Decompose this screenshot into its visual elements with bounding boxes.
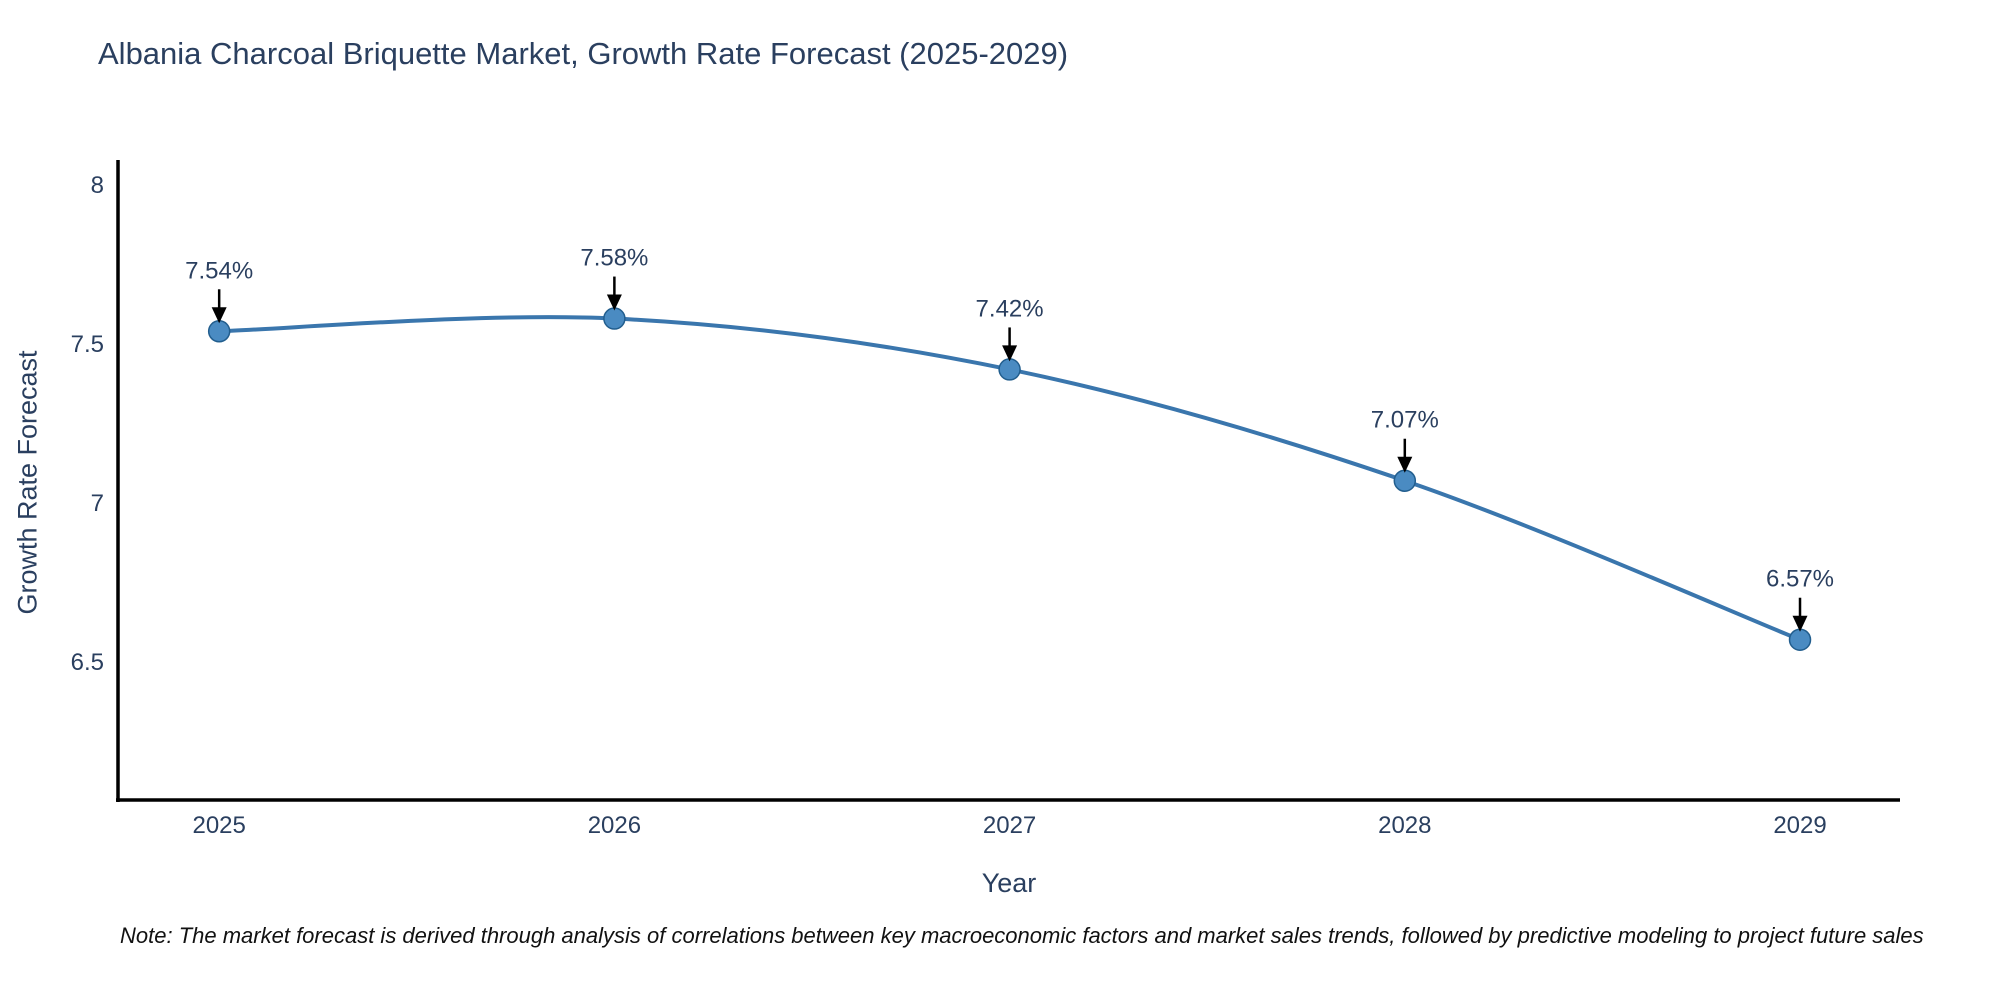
annotation-label: 6.57% xyxy=(1766,566,1834,593)
data-point[interactable] xyxy=(207,320,231,343)
annotation-label: 7.42% xyxy=(976,295,1044,322)
x-tick-label: 2028 xyxy=(1378,812,1431,839)
x-tick-label: 2027 xyxy=(983,812,1036,839)
data-point[interactable] xyxy=(603,307,626,330)
x-tick-label: 2026 xyxy=(588,812,641,839)
footnote-text: Note: The market forecast is derived thr… xyxy=(120,923,1924,948)
annotation-arrowhead-icon xyxy=(1792,615,1808,632)
data-point[interactable] xyxy=(998,358,1021,381)
annotation-label: 7.07% xyxy=(1371,407,1439,434)
y-tick-label: 8 xyxy=(91,172,104,199)
x-tick-label: 2029 xyxy=(1773,812,1826,839)
data-point[interactable] xyxy=(1788,628,1812,651)
chart-title: Albania Charcoal Briquette Market, Growt… xyxy=(98,36,1069,71)
annotation-arrowhead-icon xyxy=(1397,456,1413,473)
annotation-label: 7.54% xyxy=(185,257,253,284)
annotation-arrowhead-icon xyxy=(1002,345,1018,362)
annotation-arrowhead-icon xyxy=(211,307,227,324)
x-axis-title: Year xyxy=(981,868,1037,898)
y-tick-label: 7.5 xyxy=(71,331,104,358)
x-tick-label: 2025 xyxy=(192,812,245,839)
y-axis-title: Growth Rate Forecast xyxy=(12,350,43,615)
annotation-arrowhead-icon xyxy=(606,294,622,311)
y-tick-label: 6.5 xyxy=(71,649,104,676)
data-point[interactable] xyxy=(1393,469,1417,492)
annotation-label: 7.58% xyxy=(580,245,648,272)
y-tick-label: 7 xyxy=(91,490,104,517)
